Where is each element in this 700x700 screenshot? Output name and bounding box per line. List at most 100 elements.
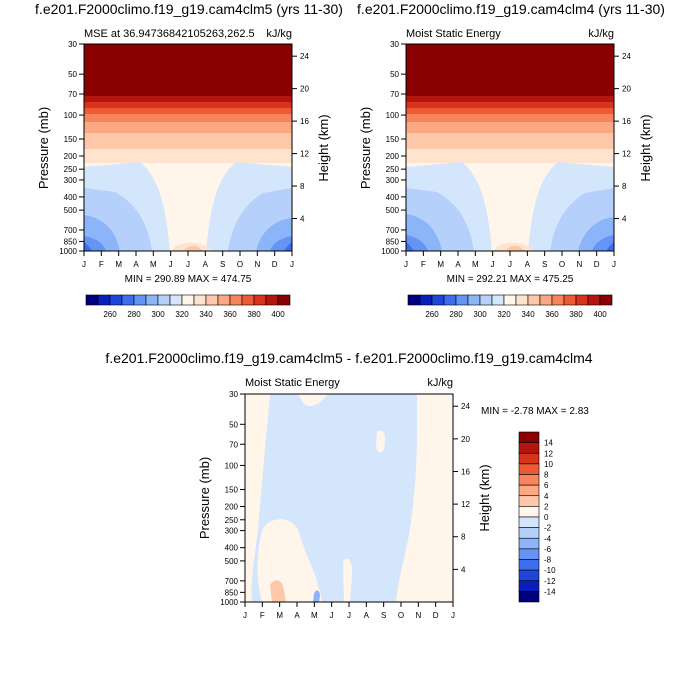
colorbar-label: 320: [175, 310, 189, 319]
height-tick-label: 12: [461, 500, 470, 509]
colorbar-box: [109, 294, 123, 306]
colorbar-box: [518, 559, 540, 571]
colorbar-box: [518, 442, 540, 454]
y-tick-label: 850: [64, 237, 78, 246]
y-axis-height: 24 20 16 12 8 4: [614, 52, 631, 224]
colorbar-box: [518, 431, 540, 443]
y-axis-label: Pressure (mb): [358, 107, 373, 189]
height-tick-label: 12: [622, 150, 631, 159]
min-max-text: MIN = -2.78 MAX = 2.83: [481, 406, 589, 417]
right-string: kJ/kg: [588, 28, 614, 40]
colorbar-box: [518, 474, 540, 486]
colorbar-box: [515, 294, 529, 306]
y-tick-label: 70: [68, 90, 77, 99]
right-string: kJ/kg: [266, 28, 292, 40]
colorbar-box: [265, 294, 279, 306]
x-tick-label: S: [381, 611, 386, 620]
x-tick-label: N: [254, 260, 260, 269]
colorbar-box: [527, 294, 541, 306]
x-tick-label: O: [559, 260, 565, 269]
contour-field: [406, 44, 614, 251]
height-tick-label: 20: [622, 85, 631, 94]
y-tick-label: 300: [225, 527, 239, 536]
colorbar-label: 14: [544, 439, 553, 448]
colorbar-box: [217, 294, 231, 306]
colorbar-box: [503, 294, 517, 306]
x-tick-label: J: [508, 260, 512, 269]
colorbar-label: 260: [103, 310, 117, 319]
y-tick-label: 70: [390, 90, 399, 99]
x-tick-label: J: [347, 611, 351, 620]
x-tick-label: A: [294, 611, 300, 620]
colorbar-box: [551, 294, 565, 306]
colorbar-box: [443, 294, 457, 306]
height-tick-label: 4: [461, 565, 466, 574]
colorbar-box: [133, 294, 147, 306]
y-tick-label: 700: [64, 226, 78, 235]
colorbar-label: -10: [544, 566, 556, 575]
colorbar-box: [518, 495, 540, 507]
colorbar-box: [518, 463, 540, 475]
colorbar-label: 360: [223, 310, 237, 319]
colorbar-box: [518, 591, 540, 603]
y-tick-label: 150: [64, 135, 78, 144]
x-tick-label: M: [115, 260, 122, 269]
x-tick-label: F: [260, 611, 265, 620]
colorbar-box: [145, 294, 159, 306]
panel-difference: f.e201.F2000climo.f19_g19.cam4clm5 - f.e…: [105, 350, 592, 620]
colorbar-label: -6: [544, 545, 552, 554]
x-tick-label: J: [186, 260, 190, 269]
height-tick-label: 4: [622, 215, 627, 224]
colorbar-box: [181, 294, 195, 306]
colorbar-box: [518, 516, 540, 528]
y-tick-label: 850: [386, 237, 400, 246]
panel-clm4: f.e201.F2000climo.f19_g19.cam4clm4 (yrs …: [357, 1, 665, 319]
colorbar-box: [121, 294, 135, 306]
colorbar-box: [205, 294, 219, 306]
x-tick-label: O: [398, 611, 404, 620]
panel-title: f.e201.F2000climo.f19_g19.cam4clm5 (yrs …: [35, 1, 343, 17]
colorbar-label: 6: [544, 481, 549, 490]
colorbar-box: [539, 294, 553, 306]
x-tick-label: A: [203, 260, 209, 269]
y-tick-label: 400: [225, 544, 239, 553]
colorbar-label: -14: [544, 587, 556, 596]
colorbar-box: [419, 294, 433, 306]
y-tick-label: 250: [64, 165, 78, 174]
colorbar-box: [229, 294, 243, 306]
panel-clm5: f.e201.F2000climo.f19_g19.cam4clm5 (yrs …: [35, 1, 343, 319]
y-tick-label: 100: [64, 111, 78, 120]
colorbar-box: [479, 294, 493, 306]
colorbar-box: [518, 548, 540, 560]
x-tick-label: D: [272, 260, 278, 269]
y-axis-right-label: Height (km): [316, 114, 331, 181]
colorbar-label: -4: [544, 534, 552, 543]
colorbar-label: 400: [593, 310, 607, 319]
x-tick-label: M: [311, 611, 318, 620]
height-tick-label: 20: [461, 435, 470, 444]
colorbar-label: 300: [473, 310, 487, 319]
colorbar-label: 2: [544, 502, 549, 511]
x-tick-label: A: [133, 260, 139, 269]
y-tick-label: 1000: [59, 247, 77, 256]
height-tick-label: 24: [300, 52, 309, 61]
y-tick-label: 1000: [220, 598, 238, 607]
y-tick-label: 200: [64, 152, 78, 161]
colorbar-box: [157, 294, 171, 306]
y-tick-label: 500: [225, 557, 239, 566]
colorbar-label: 12: [544, 449, 553, 458]
colorbar-label: -2: [544, 524, 552, 533]
colorbar-box: [467, 294, 481, 306]
y-tick-label: 300: [386, 176, 400, 185]
y-tick-label: 150: [386, 135, 400, 144]
panel-title: f.e201.F2000climo.f19_g19.cam4clm4 (yrs …: [357, 1, 665, 17]
height-tick-label: 4: [300, 215, 305, 224]
y-tick-label: 1000: [381, 247, 399, 256]
left-string: Moist Static Energy: [245, 377, 340, 389]
x-tick-label: N: [576, 260, 582, 269]
colorbar: 260 280 300 320 340 360 380 400: [85, 294, 291, 319]
colorbar-label: 400: [271, 310, 285, 319]
y-tick-label: 700: [225, 577, 239, 586]
